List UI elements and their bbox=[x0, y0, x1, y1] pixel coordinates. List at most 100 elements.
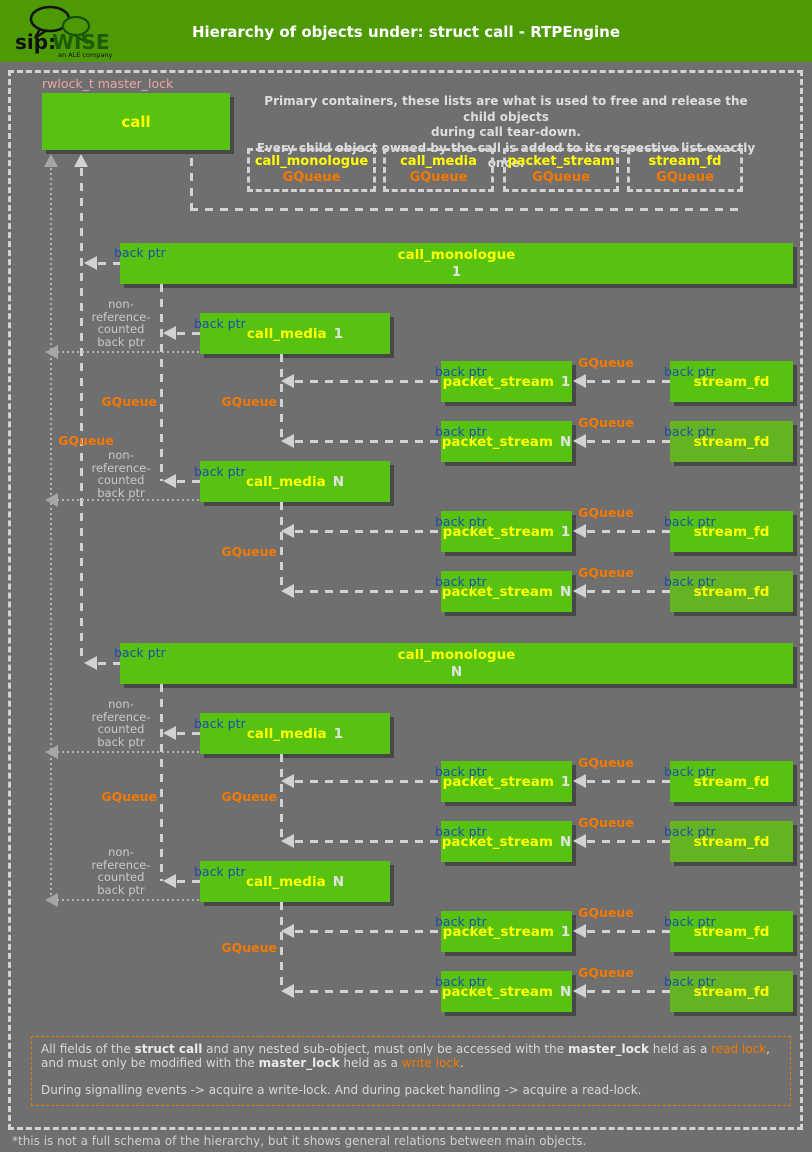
gqueue-arrow bbox=[573, 984, 586, 998]
monologue-gqueue-line bbox=[160, 684, 163, 881]
gqueue-label: GQueue bbox=[578, 505, 634, 520]
gqueue-arrow bbox=[573, 524, 586, 538]
call-gqueue-line bbox=[80, 168, 83, 663]
info-line-1: Primary containers, these lists are what… bbox=[264, 94, 748, 124]
gqueue-label: GQueue bbox=[101, 394, 157, 409]
media-gqueue-line bbox=[280, 902, 283, 991]
back-ptr-arrow bbox=[281, 584, 294, 598]
stream-fd-box: stream_fd bbox=[670, 511, 793, 552]
container-name: packet_stream bbox=[507, 154, 615, 169]
back-ptr-label: back ptr bbox=[664, 764, 716, 779]
non-ref-arrow bbox=[45, 345, 58, 359]
gqueue-label: GQueue bbox=[221, 394, 277, 409]
box-index: N bbox=[332, 473, 345, 490]
logo-text-wise: WISE bbox=[52, 30, 110, 54]
note-line-1: All fields of the struct call and any ne… bbox=[41, 1042, 770, 1056]
back-ptr-label: back ptr bbox=[194, 864, 246, 879]
back-ptr-label: back ptr bbox=[435, 974, 487, 989]
note-line-3: During signalling events -> acquire a wr… bbox=[41, 1083, 642, 1097]
back-ptr-arrow bbox=[163, 474, 176, 488]
back-ptr-arrow bbox=[84, 256, 97, 270]
container-queue-type: GQueue bbox=[532, 170, 590, 185]
back-ptr-line bbox=[295, 990, 441, 993]
non-ref-arrow bbox=[45, 893, 58, 907]
container-queue-type: GQueue bbox=[282, 170, 341, 185]
gqueue-line bbox=[587, 930, 670, 933]
media-gqueue-line bbox=[280, 354, 283, 441]
back-ptr-line bbox=[98, 262, 120, 265]
container-name: call_monologue bbox=[254, 154, 369, 169]
stream-fd-box: stream_fd bbox=[670, 571, 793, 612]
box-index: 1 bbox=[333, 325, 344, 342]
back-ptr-label: back ptr bbox=[435, 574, 487, 589]
back-ptr-label: back ptr bbox=[664, 914, 716, 929]
packet-stream-box: packet_stream 1 bbox=[441, 511, 572, 552]
gqueue-line bbox=[587, 440, 670, 443]
speech-bubble-2-tail-icon bbox=[73, 33, 89, 45]
footer-disclaimer: *this is not a full schema of the hierar… bbox=[12, 1134, 587, 1148]
stream-fd-box: stream_fd bbox=[670, 761, 793, 802]
back-ptr-line bbox=[177, 480, 200, 483]
call-media-1-box: call_media 1 bbox=[200, 313, 390, 354]
gqueue-label: GQueue bbox=[578, 815, 634, 830]
back-ptr-label: back ptr bbox=[664, 364, 716, 379]
back-ptr-line bbox=[295, 530, 441, 533]
arrow-up-icon bbox=[44, 154, 58, 167]
container-stream-fd: stream_fd GQueue bbox=[627, 148, 743, 192]
packet-stream-box: packet_stream 1 bbox=[441, 911, 572, 952]
packet-stream-box: packet_stream N bbox=[441, 971, 572, 1012]
back-ptr-label: back ptr bbox=[194, 316, 246, 331]
page-title: Hierarchy of objects under: struct call … bbox=[191, 23, 621, 41]
back-ptr-label: back ptr bbox=[435, 424, 487, 439]
note-line-2: and must only be modified with the maste… bbox=[41, 1056, 464, 1070]
non-ref-back-ptr-line bbox=[57, 499, 200, 501]
non-ref-arrow bbox=[45, 493, 58, 507]
box-index: 1 bbox=[333, 725, 344, 742]
note-spacer bbox=[41, 1070, 781, 1083]
back-ptr-arrow bbox=[281, 834, 294, 848]
non-ref-back-ptr-line bbox=[50, 168, 52, 900]
gqueue-arrow bbox=[573, 774, 586, 788]
back-ptr-arrow bbox=[281, 774, 294, 788]
back-ptr-line bbox=[177, 880, 200, 883]
gqueue-line bbox=[587, 780, 670, 783]
gqueue-label: GQueue bbox=[578, 755, 634, 770]
monologue-gqueue-line bbox=[160, 284, 163, 481]
media-gqueue-line bbox=[280, 502, 283, 591]
back-ptr-arrow bbox=[84, 656, 97, 670]
gqueue-arrow bbox=[573, 834, 586, 848]
diagram-frame bbox=[8, 70, 803, 1130]
call-monologue-n-box: call_monologue N bbox=[120, 643, 793, 684]
stream-fd-box: stream_fd bbox=[670, 911, 793, 952]
gqueue-label: GQueue bbox=[221, 789, 277, 804]
header-bar: sip: WISE an ALE company Hierarchy of ob… bbox=[0, 0, 812, 62]
gqueue-label: GQueue bbox=[101, 789, 157, 804]
gqueue-arrow bbox=[573, 924, 586, 938]
back-ptr-label: back ptr bbox=[664, 424, 716, 439]
non-ref-note: non-reference- counted back ptr bbox=[91, 845, 151, 897]
back-ptr-label: back ptr bbox=[114, 245, 166, 260]
gqueue-label: GQueue bbox=[221, 940, 277, 955]
stream-fd-box: stream_fd bbox=[670, 361, 793, 402]
back-ptr-arrow bbox=[281, 924, 294, 938]
back-ptr-label: back ptr bbox=[435, 824, 487, 839]
gqueue-arrow bbox=[573, 374, 586, 388]
non-ref-back-ptr-line bbox=[57, 351, 200, 353]
call-media-n-box: call_media N bbox=[200, 461, 390, 502]
back-ptr-label: back ptr bbox=[664, 574, 716, 589]
gqueue-line bbox=[587, 380, 670, 383]
box-index: N bbox=[332, 873, 345, 890]
packet-stream-box: packet_stream 1 bbox=[441, 761, 572, 802]
non-ref-note: non-reference- counted back ptr bbox=[91, 448, 151, 500]
box-title: call_monologue bbox=[397, 246, 516, 263]
back-ptr-line bbox=[177, 732, 200, 735]
gqueue-label: GQueue bbox=[578, 355, 634, 370]
gqueue-arrow bbox=[573, 434, 586, 448]
container-packet-stream: packet_stream GQueue bbox=[503, 148, 619, 192]
back-ptr-line bbox=[98, 662, 120, 665]
back-ptr-label: back ptr bbox=[664, 974, 716, 989]
back-ptr-line bbox=[295, 780, 441, 783]
media-gqueue-line bbox=[280, 754, 283, 841]
stream-fd-box: stream_fd bbox=[670, 971, 793, 1012]
